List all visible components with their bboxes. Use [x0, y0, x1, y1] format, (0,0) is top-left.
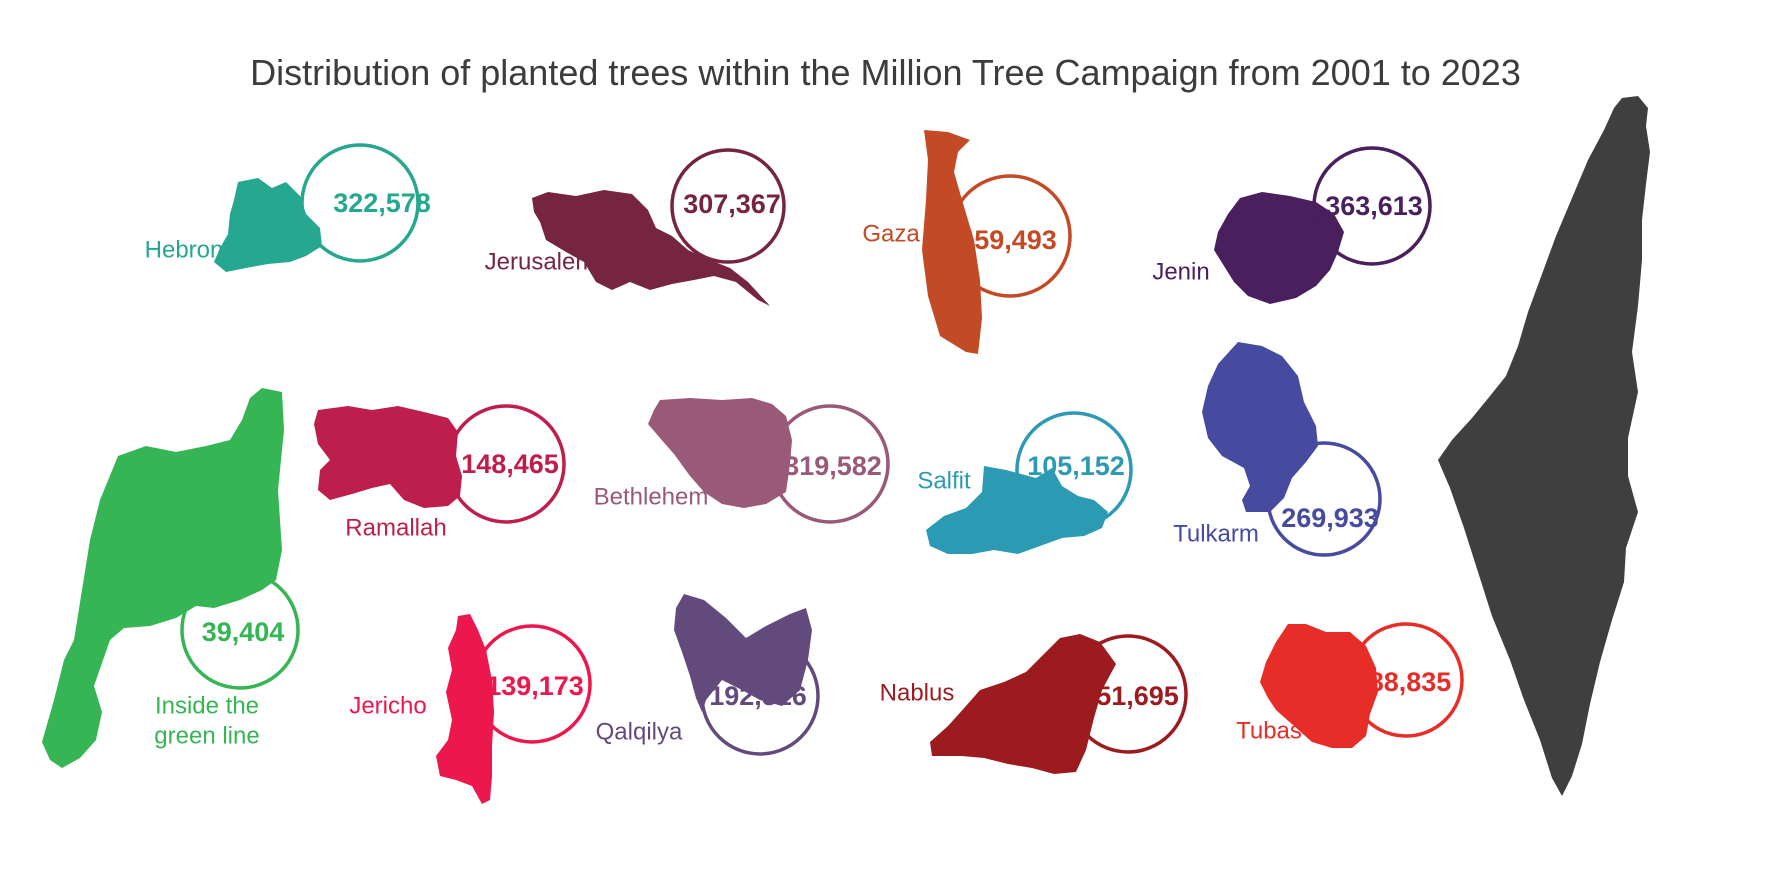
region-name-bethlehem: Bethlehem: [594, 484, 709, 511]
value-label-jerusalem: 307,367: [683, 189, 781, 219]
region-name-jericho: Jericho: [349, 693, 426, 720]
region-group-hebron: 322,578 Hebron: [145, 143, 431, 272]
region-group-jenin: 363,613 Jenin: [1152, 146, 1432, 304]
value-label-hebron: 322,578: [333, 188, 431, 218]
region-name-jenin: Jenin: [1152, 259, 1209, 286]
value-circle-gaza: [948, 174, 1072, 298]
region-name-salfit: Salfit: [917, 468, 971, 495]
value-circle-tubas: [1348, 622, 1464, 738]
region-shape-hebron: [214, 178, 322, 272]
value-circle-inside-the-green-line: [180, 570, 300, 690]
value-label-tubas: 88,835: [1369, 667, 1452, 697]
value-circle-jerusalem: [670, 148, 786, 264]
region-group-tulkarm: 269,933 Tulkarm: [1173, 342, 1382, 557]
region-name-tulkarm: Tulkarm: [1173, 521, 1259, 548]
value-label-tulkarm: 269,933: [1281, 503, 1379, 533]
region-shape-jenin: [1214, 192, 1344, 304]
region-shape-bethlehem: [648, 398, 792, 508]
region-shape-tulkarm: [1202, 342, 1318, 512]
region-shape-tubas: [1260, 624, 1378, 748]
region-name-jerusalem: Jerusalem: [485, 249, 596, 276]
value-circle-salfit: [1015, 411, 1133, 529]
region-group-gaza: 459,493 Gaza: [862, 130, 1072, 354]
value-label-nablus: 251,695: [1081, 681, 1179, 711]
region-shape-jerusalem: [532, 190, 770, 306]
region-group-bethlehem: 319,582 Bethlehem: [594, 398, 890, 524]
region-shape-salfit: [926, 466, 1108, 554]
region-group-jericho: 139,173 Jericho: [349, 614, 592, 804]
region-name-tubas: Tubas: [1236, 718, 1302, 745]
value-label-ramallah: 148,465: [461, 449, 559, 479]
value-circle-qalqilya: [700, 636, 820, 756]
region-name-inside-the-green-line-line2: green line: [154, 723, 259, 750]
region-group-inside-the-green-line: 39,404 Inside the green line: [42, 388, 300, 768]
value-circle-tulkarm: [1266, 441, 1382, 557]
region-shape-qalqilya: [674, 594, 812, 712]
value-circle-jericho: [472, 624, 592, 744]
value-circle-bethlehem: [770, 404, 890, 524]
region-name-hebron: Hebron: [145, 237, 224, 264]
region-shape-ramallah: [314, 406, 462, 508]
region-shape-inside-the-green-line: [42, 388, 284, 768]
region-group-qalqilya: 192,516 Qalqilya: [596, 594, 820, 756]
overview-map-shape: [1438, 96, 1650, 796]
value-label-inside-the-green-line: 39,404: [202, 617, 285, 647]
value-circle-jenin: [1312, 146, 1432, 266]
region-group-nablus: 251,695 Nablus: [880, 634, 1188, 774]
region-name-ramallah: Ramallah: [345, 515, 446, 542]
value-circle-nablus: [1068, 634, 1188, 754]
chart-title: Distribution of planted trees within the…: [250, 52, 1521, 93]
value-label-gaza: 459,493: [959, 225, 1057, 255]
region-group-tubas: 88,835 Tubas: [1236, 622, 1464, 748]
value-label-salfit: 105,152: [1027, 451, 1125, 481]
value-label-bethlehem: 319,582: [784, 451, 882, 481]
region-shape-jericho: [436, 614, 494, 804]
value-label-jenin: 363,613: [1325, 191, 1423, 221]
region-group-ramallah: 148,465 Ramallah: [314, 404, 566, 542]
region-name-inside-the-green-line-line1: Inside the: [155, 693, 259, 720]
region-name-qalqilya: Qalqilya: [596, 719, 683, 746]
value-label-jericho: 139,173: [486, 671, 584, 701]
region-name-gaza: Gaza: [862, 221, 920, 248]
region-shape-nablus: [930, 634, 1116, 774]
value-label-qalqilya: 192,516: [709, 681, 807, 711]
region-group-jerusalem: 307,367 Jerusalem: [485, 148, 786, 306]
value-circle-ramallah: [446, 404, 566, 524]
value-circle-hebron: [300, 143, 420, 263]
region-name-nablus: Nablus: [880, 680, 955, 707]
region-group-salfit: 105,152 Salfit: [917, 411, 1133, 554]
